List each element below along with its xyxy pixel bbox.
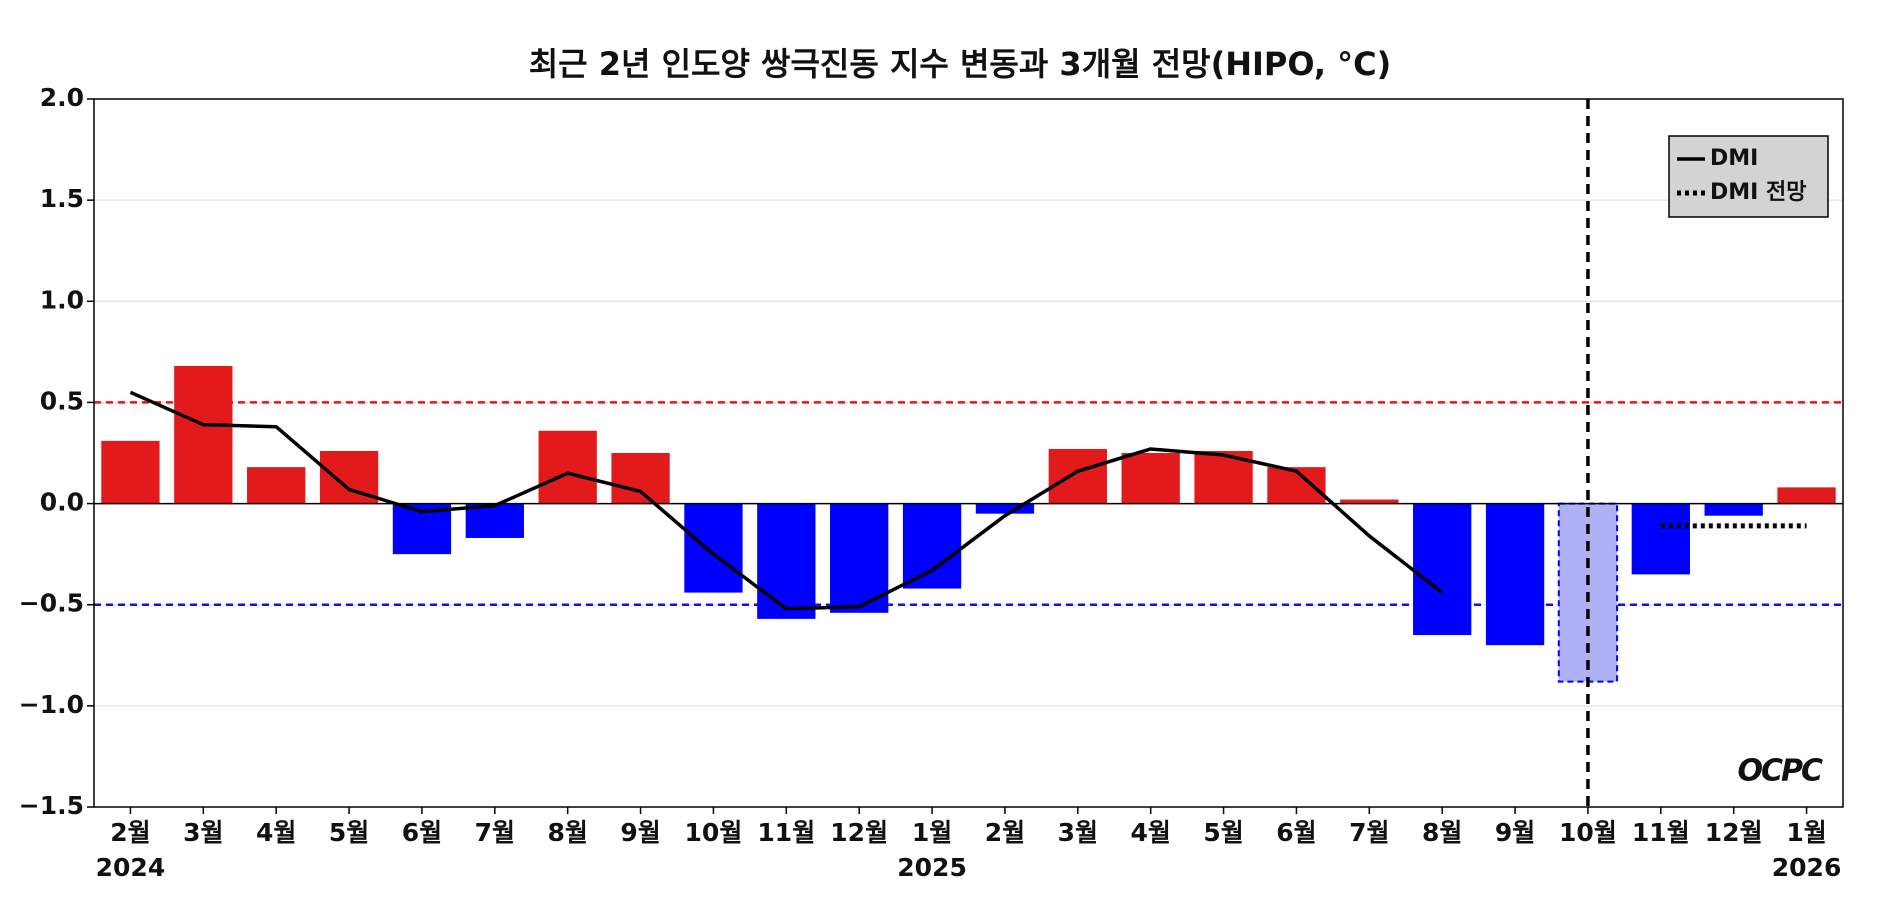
x-tick-label: 10월 bbox=[685, 818, 743, 847]
bar bbox=[538, 430, 597, 504]
legend-label: DMI 전망 bbox=[1710, 180, 1806, 205]
y-tick-label: 1.5 bbox=[40, 184, 84, 213]
x-tick-label: 1월 bbox=[912, 818, 952, 847]
plot-frame bbox=[93, 98, 1844, 808]
bar bbox=[902, 503, 962, 589]
x-tick-label: 6월 bbox=[402, 818, 442, 847]
logo: OCPC bbox=[1737, 754, 1823, 789]
x-tick-label: 5월 bbox=[329, 818, 369, 847]
year-label: 2025 bbox=[897, 853, 967, 882]
x-tick-label: 11월 bbox=[757, 818, 815, 847]
bar bbox=[1485, 503, 1545, 646]
x-tick-label: 8월 bbox=[1422, 818, 1462, 847]
x-tick-label: 11월 bbox=[1632, 818, 1690, 847]
legend-label: DMI bbox=[1710, 146, 1758, 171]
chart-title: 최근 2년 인도양 쌍극진동 지수 변동과 3개월 전망(HIPO, °C) bbox=[529, 45, 1392, 83]
legend-box bbox=[1668, 135, 1829, 218]
bar bbox=[757, 503, 816, 619]
x-tick-label: 6월 bbox=[1276, 818, 1316, 847]
bar bbox=[1121, 453, 1180, 504]
bar bbox=[1413, 503, 1472, 636]
x-tick-label: 10월 bbox=[1559, 818, 1617, 847]
y-tick-label: 1.0 bbox=[40, 285, 84, 314]
bar bbox=[1704, 503, 1763, 516]
bar bbox=[101, 440, 160, 504]
bar bbox=[1048, 448, 1107, 504]
y-tick-label: −1.0 bbox=[19, 690, 84, 719]
y-tick-label: −0.5 bbox=[19, 589, 84, 618]
y-tick-label: 0.5 bbox=[40, 386, 84, 415]
bar bbox=[465, 503, 524, 538]
x-tick-label: 4월 bbox=[1130, 818, 1170, 847]
legend: DMI DMI 전망 bbox=[1668, 135, 1829, 218]
y-tick-label: −1.5 bbox=[19, 791, 84, 820]
x-tick-label: 1월 bbox=[1786, 818, 1826, 847]
year-label: 2024 bbox=[96, 853, 166, 882]
y-tick-label: 0.0 bbox=[40, 488, 84, 517]
bar bbox=[975, 503, 1035, 514]
bar bbox=[684, 503, 743, 593]
x-tick-label: 2월 bbox=[110, 818, 150, 847]
x-tick-label: 7월 bbox=[1349, 818, 1389, 847]
bar bbox=[1631, 503, 1690, 575]
x-tick-label: 4월 bbox=[256, 818, 296, 847]
x-tick-label: 8월 bbox=[547, 818, 587, 847]
x-tick-label: 2월 bbox=[985, 818, 1025, 847]
x-tick-label: 3월 bbox=[1058, 818, 1098, 847]
bar bbox=[830, 503, 889, 613]
bar bbox=[1777, 487, 1836, 504]
x-tick-label: 12월 bbox=[1705, 818, 1763, 847]
y-tick-label: 2.0 bbox=[40, 83, 84, 112]
year-label: 2026 bbox=[1772, 853, 1842, 882]
bar bbox=[1340, 499, 1399, 504]
x-tick-label: 7월 bbox=[475, 818, 515, 847]
bar bbox=[247, 467, 306, 504]
x-tick-label: 12월 bbox=[830, 818, 888, 847]
line-solid bbox=[129, 390, 1444, 611]
x-tick-label: 3월 bbox=[183, 818, 223, 847]
bar bbox=[174, 366, 233, 504]
bar bbox=[611, 453, 670, 504]
x-tick-label: 5월 bbox=[1203, 818, 1243, 847]
x-tick-label: 9월 bbox=[1495, 818, 1535, 847]
x-tick-label: 9월 bbox=[620, 818, 660, 847]
